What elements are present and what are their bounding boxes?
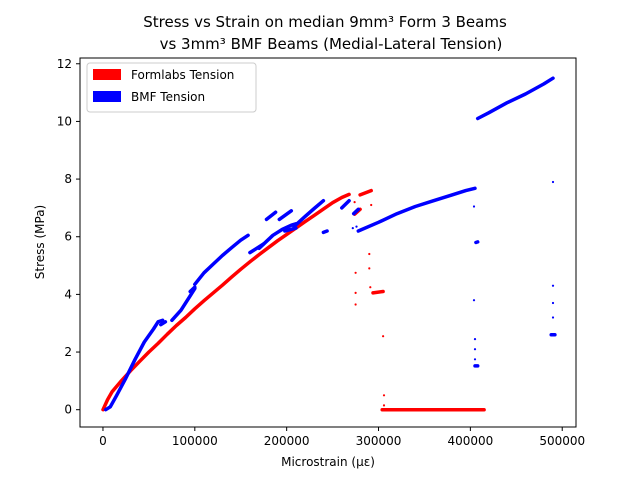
bmf-data-trace <box>159 320 168 327</box>
bmf-data-trace <box>351 207 361 216</box>
bmf-data-trace <box>474 240 480 245</box>
formlabs-data-point <box>354 303 357 306</box>
chart-title-line-1: Stress vs Strain on median 9mm³ Form 3 B… <box>143 13 507 31</box>
y-tick-label: 10 <box>57 114 72 128</box>
legend: Formlabs Tension BMF Tension <box>86 62 257 113</box>
formlabs-data-point <box>382 335 385 338</box>
bmf-data-point <box>351 227 354 230</box>
bmf-data-trace <box>103 318 165 412</box>
chart-title-line-2: vs 3mm³ BMF Beams (Medial-Lateral Tensio… <box>160 35 503 53</box>
bmf-data-trace <box>257 222 298 251</box>
bmf-data-trace <box>475 76 555 121</box>
bmf-data-point <box>551 316 555 319</box>
bmf-data-trace <box>321 229 329 235</box>
bmf-data-trace <box>283 226 298 233</box>
y-tick-label: 8 <box>64 172 72 186</box>
bmf-data-point <box>551 180 555 184</box>
formlabs-data-trace <box>358 188 373 197</box>
x-tick-label: 100000 <box>172 434 218 448</box>
bmf-data-point <box>473 358 477 361</box>
legend-label-formlabs: Formlabs Tension <box>131 68 234 82</box>
formlabs-data-point <box>370 203 373 207</box>
plot-area <box>101 76 557 412</box>
bmf-data-point <box>472 299 476 302</box>
bmf-data-point <box>551 301 555 305</box>
bmf-data-trace <box>188 285 197 294</box>
y-axis-ticks: 0 2 4 6 8 10 12 <box>57 57 80 417</box>
x-axis-ticks: 0 100000 200000 300000 400000 500000 <box>99 427 585 448</box>
formlabs-data-point <box>368 267 371 270</box>
x-tick-label: 400000 <box>447 434 493 448</box>
bmf-data-trace <box>264 210 278 222</box>
bmf-data-trace <box>170 286 197 323</box>
legend-swatch-formlabs <box>93 69 121 80</box>
formlabs-data-point <box>369 286 372 289</box>
x-tick-label: 300000 <box>356 434 402 448</box>
bmf-data-trace <box>277 209 294 222</box>
formlabs-data-trace <box>101 192 351 412</box>
x-tick-label: 200000 <box>264 434 310 448</box>
y-axis-label: Stress (MPa) <box>33 205 47 279</box>
y-tick-label: 2 <box>64 345 72 359</box>
legend-label-bmf: BMF Tension <box>131 90 205 104</box>
bmf-data-point <box>472 205 476 208</box>
formlabs-data-point <box>368 252 371 256</box>
formlabs-data-point <box>353 201 356 204</box>
bmf-data-trace <box>292 198 326 229</box>
formlabs-data-point <box>354 271 357 274</box>
x-axis-label: Microstrain (με) <box>281 455 375 469</box>
y-tick-label: 12 <box>57 57 72 71</box>
formlabs-data-point <box>382 394 386 397</box>
formlabs-data-point <box>382 404 386 407</box>
y-tick-label: 6 <box>64 230 72 244</box>
bmf-data-trace <box>340 198 351 210</box>
formlabs-data-point <box>354 291 357 294</box>
bmf-data-trace <box>193 233 250 287</box>
bmf-data-point <box>355 225 358 228</box>
x-tick-label: 0 <box>99 434 107 448</box>
legend-box <box>86 62 257 113</box>
bmf-data-trace <box>356 186 477 233</box>
x-tick-label: 500000 <box>539 434 585 448</box>
axes-frame <box>79 57 577 428</box>
bmf-data-point <box>551 284 555 287</box>
bmf-data-point <box>473 348 477 351</box>
formlabs-data-trace <box>371 289 385 295</box>
y-tick-label: 0 <box>64 403 72 417</box>
y-tick-label: 4 <box>64 287 72 301</box>
legend-swatch-bmf <box>93 91 121 102</box>
bmf-data-point <box>473 338 477 341</box>
